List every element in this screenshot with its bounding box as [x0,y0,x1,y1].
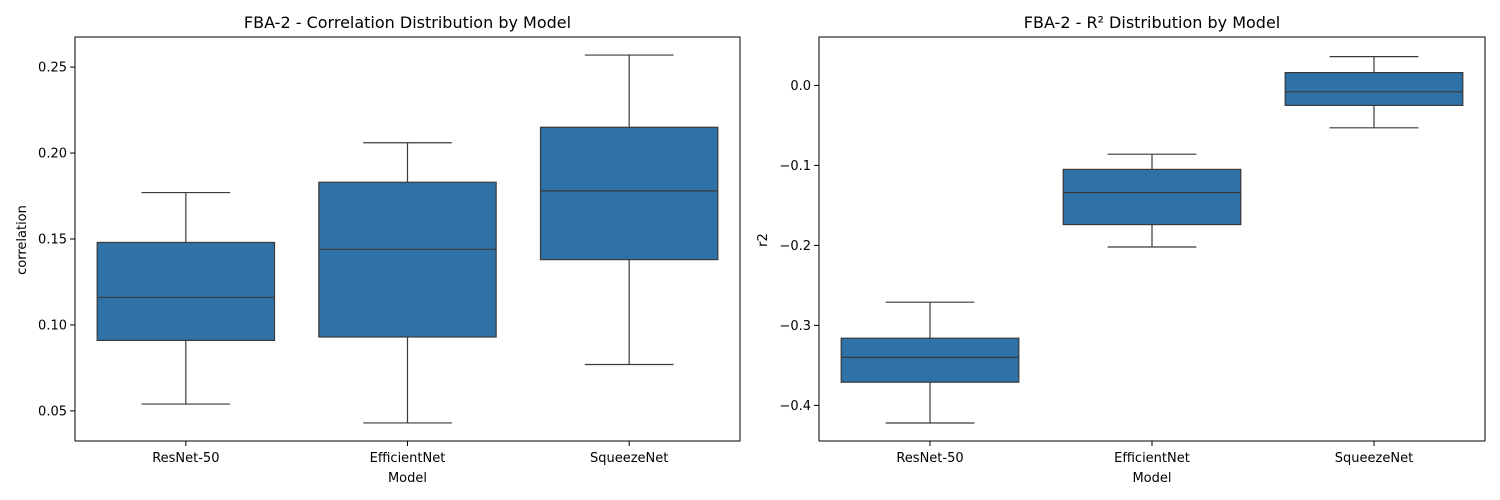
chart-title: FBA-2 - Correlation Distribution by Mode… [244,13,571,32]
iqr-box [840,337,1020,383]
x-axis-label: Model [1132,471,1171,486]
chart-title: FBA-2 - R² Distribution by Model [1024,13,1280,32]
y-tick-label: 0.15 [38,233,67,248]
y-tick-label: 0.20 [38,147,67,162]
x-tick-label: SqueezeNet [1335,451,1413,466]
y-tick-label: 0.05 [38,404,67,419]
plot-marks: 0.05 0.10 0.15 0.20 0.25 ResNet-50 EfficientNe… [38,36,741,466]
box-0 [840,301,1020,424]
iqr-box [318,181,497,338]
plot-marks: −0.4 −0.3 −0.2 −0.1 0.0 ResNet-50 EfficientNet… [779,36,1486,466]
x-tick-label: EfficientNet [1114,451,1190,466]
y-tick-label: 0.10 [38,318,67,333]
x-tick-label: ResNet-50 [896,451,963,466]
box-1 [1062,153,1242,248]
y-tick-label: −0.1 [779,159,811,174]
y-axis-label: r2 [756,233,771,247]
box-0 [96,191,276,405]
y-tick-label: −0.2 [779,239,811,254]
iqr-box [539,126,719,261]
y-tick-label: 0.0 [790,79,811,94]
box-2 [539,54,719,366]
y-tick-label: −0.3 [779,319,811,334]
x-tick-label: SqueezeNet [590,451,668,466]
y-tick-label: 0.25 [38,61,67,76]
box-1 [318,142,497,424]
x-axis-label: Model [388,471,427,486]
y-axis-label: correlation [15,205,30,275]
iqr-box [1062,168,1242,226]
correlation-chart: FBA-2 - Correlation Distribution by Mode… [15,13,741,486]
iqr-box [96,241,276,342]
y-tick-label: −0.4 [779,399,811,414]
r2-chart: FBA-2 - R² Distribution by Model Model r… [756,13,1486,486]
x-tick-label: ResNet-50 [152,451,219,466]
x-tick-label: EfficientNet [370,451,446,466]
iqr-box [1284,71,1464,106]
box-2 [1284,55,1464,129]
